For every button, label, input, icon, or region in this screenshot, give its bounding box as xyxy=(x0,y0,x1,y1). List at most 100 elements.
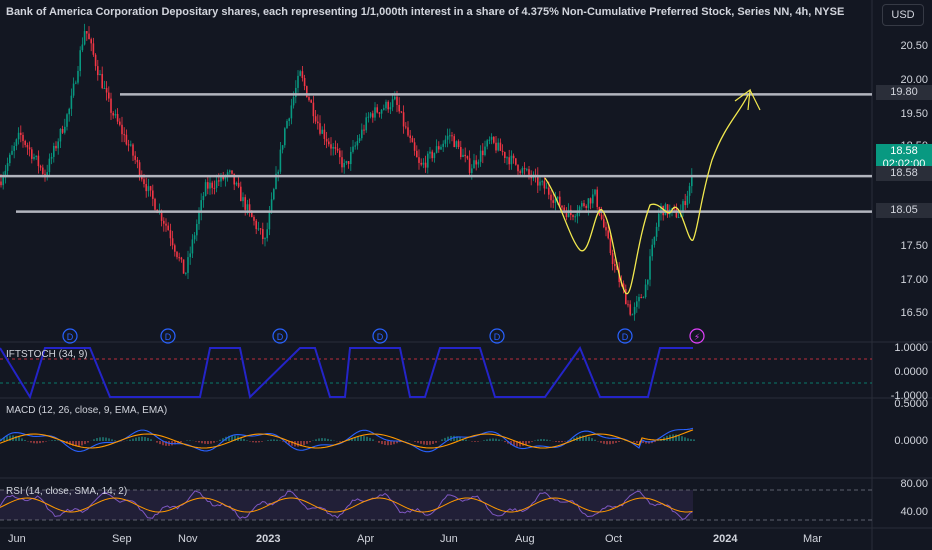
iftstoch-line xyxy=(0,345,693,400)
macd-histogram-bar xyxy=(111,439,113,441)
dividend-marker-label: D xyxy=(277,332,284,342)
candle-body xyxy=(143,179,145,185)
macd-histogram-bar xyxy=(693,439,695,441)
candle-body xyxy=(506,157,508,159)
candle-body xyxy=(130,144,132,146)
time-label: Jun xyxy=(440,533,458,545)
candle-body xyxy=(310,100,312,103)
candle-body xyxy=(583,203,585,207)
candle-body xyxy=(215,180,218,188)
candle-body xyxy=(88,33,90,40)
candle-body xyxy=(33,157,35,159)
macd-histogram-bar xyxy=(18,436,20,441)
candle-body xyxy=(13,145,15,151)
currency-button[interactable]: USD xyxy=(882,4,924,26)
candle-body xyxy=(493,136,495,143)
candle-body xyxy=(556,196,559,199)
candle-body xyxy=(438,146,440,150)
candle-body xyxy=(567,209,570,218)
candle-body xyxy=(70,95,73,109)
macd-histogram-bar xyxy=(684,437,686,441)
candle-body xyxy=(354,145,356,147)
macd-histogram-bar xyxy=(483,440,485,441)
macd-legend[interactable]: MACD (12, 26, close, 9, EMA, EMA) xyxy=(6,405,168,416)
candle-body xyxy=(431,151,433,159)
candle-body xyxy=(585,206,587,208)
dividend-marker xyxy=(160,328,176,344)
candle-body xyxy=(242,197,244,202)
candle-body xyxy=(119,121,121,125)
level-tag-18-05: 18.05 xyxy=(876,203,932,218)
macd-histogram-bar xyxy=(678,435,680,441)
candle-body xyxy=(482,150,484,156)
candle-body xyxy=(26,144,29,148)
candle-body xyxy=(334,146,337,149)
candle-body xyxy=(224,176,227,180)
candle-body xyxy=(226,172,229,177)
macd-histogram-bar xyxy=(132,438,134,441)
macd-histogram-bar xyxy=(243,438,245,441)
macd-histogram-bar xyxy=(681,436,683,441)
candle-body xyxy=(204,182,207,196)
candle-body xyxy=(53,145,55,157)
candle-body xyxy=(625,289,627,305)
candle-body xyxy=(510,155,513,165)
candle-body xyxy=(466,156,469,159)
candle-body xyxy=(303,77,306,87)
macd-histogram-bar xyxy=(504,441,506,443)
macd-histogram-bar xyxy=(690,439,692,441)
candle-body xyxy=(660,205,662,214)
candle-body xyxy=(132,144,134,156)
candle-body xyxy=(457,141,460,147)
candle-body xyxy=(108,92,110,99)
macd-histogram-bar xyxy=(516,441,518,447)
candle-body xyxy=(420,162,422,165)
candle-body xyxy=(537,174,539,186)
candle-body xyxy=(31,149,33,159)
candle-body xyxy=(407,127,409,136)
candle-body xyxy=(9,154,11,164)
candle-body xyxy=(90,39,92,44)
last-price-value: 18.58 xyxy=(890,145,918,157)
macd-histogram-bar xyxy=(540,439,542,441)
macd-histogram-bar xyxy=(495,438,497,441)
candle-body xyxy=(686,195,689,206)
candle-body xyxy=(372,113,374,118)
candle-body xyxy=(416,150,418,158)
macd-histogram-bar xyxy=(201,441,203,444)
rsi-line xyxy=(0,490,693,520)
macd-histogram-bar xyxy=(54,440,56,441)
candle-body xyxy=(319,123,321,134)
macd-histogram-bar xyxy=(453,435,455,441)
candle-body xyxy=(576,212,579,217)
candle-body xyxy=(257,228,260,230)
candle-body xyxy=(361,129,363,139)
candle-body xyxy=(341,157,343,168)
macd-histogram-bar xyxy=(465,439,467,441)
macd-histogram-bar xyxy=(228,435,230,441)
candle-body xyxy=(332,146,334,149)
macd-histogram-bar xyxy=(531,441,533,442)
rsi-legend[interactable]: RSI (14, close, SMA, 14, 2) xyxy=(6,486,128,497)
macd-histogram-bar xyxy=(321,438,323,441)
iftstoch-legend[interactable]: IFTSTOCH (34, 9) xyxy=(6,349,88,360)
macd-histogram-bar xyxy=(603,441,605,444)
candle-body xyxy=(376,107,378,113)
candle-body xyxy=(572,215,574,217)
candle-body xyxy=(308,97,310,101)
candle-body xyxy=(413,142,416,151)
price-tick: 17.00 xyxy=(900,274,928,286)
candle-body xyxy=(581,203,583,207)
candle-body xyxy=(176,251,178,258)
price-tick: 20.00 xyxy=(900,74,928,86)
macd-histogram-bar xyxy=(207,441,209,444)
candle-body xyxy=(6,163,9,171)
macd-histogram-bar xyxy=(441,439,443,441)
macd-histogram-bar xyxy=(348,439,350,441)
candle-body xyxy=(363,129,365,131)
candle-body xyxy=(4,170,7,178)
macd-histogram-bar xyxy=(96,438,98,441)
dividend-marker xyxy=(62,328,78,344)
macd-histogram-bar xyxy=(537,439,539,441)
